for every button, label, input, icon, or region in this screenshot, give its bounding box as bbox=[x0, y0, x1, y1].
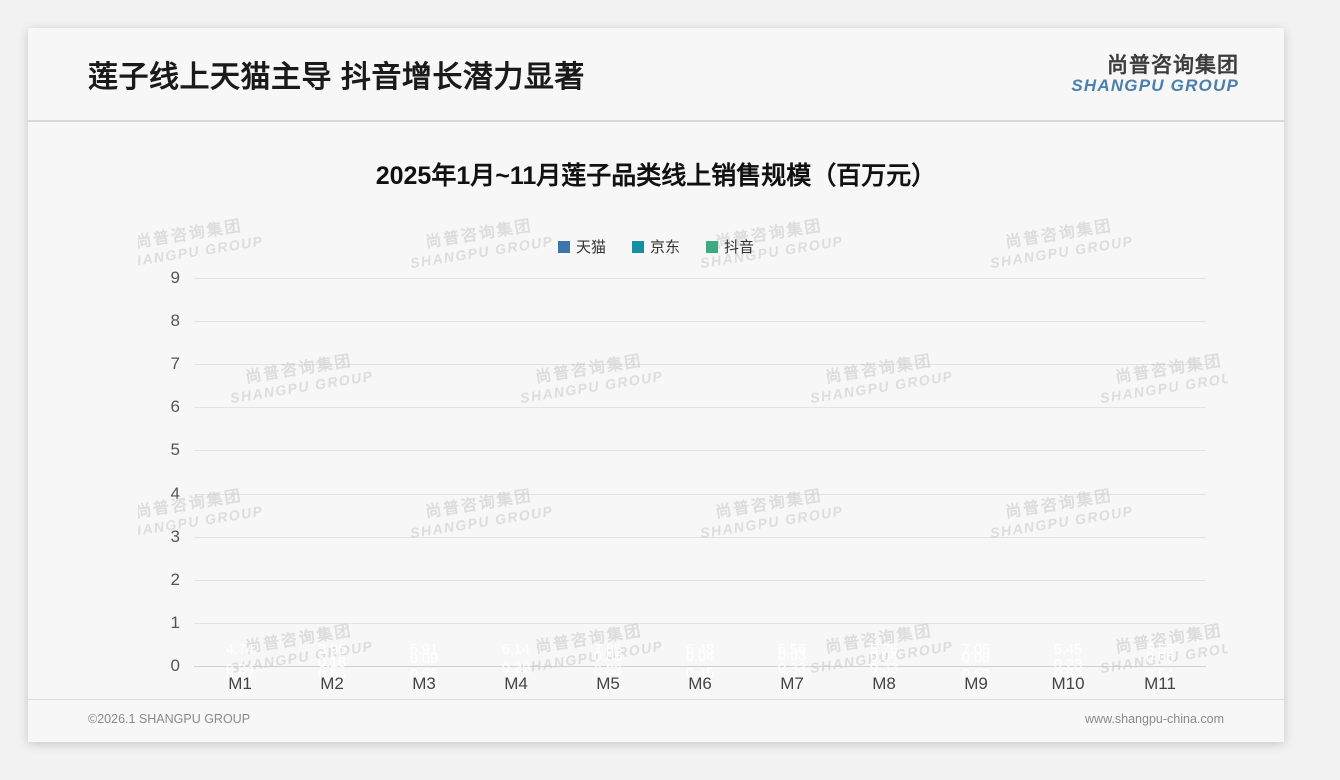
gridline bbox=[194, 493, 1206, 495]
gridline bbox=[194, 666, 1206, 667]
gridline bbox=[194, 321, 1206, 323]
slide-header: 莲子线上天猫主导 抖音增长潜力显著 尚普咨询集团 SHANGPU GROUP bbox=[28, 28, 1284, 122]
bar-value-label: 5.75 bbox=[869, 642, 899, 658]
x-axis-tick-label: M11 bbox=[1144, 674, 1176, 693]
bar-value-label: 5.55 bbox=[1145, 642, 1175, 658]
bar-value-label: 0.23 bbox=[1053, 656, 1083, 673]
y-axis-tick-label: 7 bbox=[170, 354, 180, 374]
bar-value-label: 6.56 bbox=[777, 642, 807, 658]
y-axis-tick-label: 0 bbox=[170, 656, 180, 675]
x-axis-tick-label: M4 bbox=[504, 674, 528, 693]
bar-value-label: 0.18 bbox=[317, 654, 347, 671]
bar-value-label: 0.05 bbox=[593, 649, 623, 666]
bar-value-label: 0.04 bbox=[869, 648, 899, 665]
legend-swatch-icon bbox=[706, 240, 718, 253]
bar-value-label: 0.08 bbox=[961, 650, 991, 667]
bar-value-label: 0.04 bbox=[685, 648, 715, 665]
bar-value-label: 6.91 bbox=[409, 642, 439, 658]
y-axis-tick-label: 5 bbox=[170, 440, 180, 460]
bar-column-m10[interactable]: 0.23 0.62 5.45 M10 bbox=[1022, 278, 1114, 693]
y-axis-tick-label: 1 bbox=[170, 612, 180, 632]
gridline bbox=[194, 622, 1206, 624]
bar-value-label: 0.09 bbox=[409, 650, 439, 667]
chart-legend: 天猫 京东 抖音 bbox=[28, 236, 1284, 257]
x-axis-tick-label: M9 bbox=[964, 674, 988, 693]
bar-series-container: 0.57 0.34 4.74 M1 0.56 0.18 3.96 M2 0.09 0.56 6.91… bbox=[194, 278, 1206, 693]
bar-column-m4[interactable]: 0.29 0.32 6.14 M4 bbox=[470, 278, 562, 693]
x-axis-tick-label: M6 bbox=[688, 674, 712, 693]
bar-value-label: 4.74 bbox=[225, 642, 255, 658]
bar-column-m8[interactable]: 0.04 0.33 5.75 M8 bbox=[838, 278, 930, 693]
page-title: 莲子线上天猫主导 抖音增长潜力显著 bbox=[88, 61, 585, 94]
x-axis-tick-label: M7 bbox=[780, 674, 804, 693]
x-axis-tick-label: M8 bbox=[872, 674, 896, 693]
y-axis-tick-label: 8 bbox=[170, 311, 180, 331]
y-axis-tick-label: 2 bbox=[170, 569, 180, 589]
bar-value-label: 5.45 bbox=[1053, 642, 1083, 658]
legend-label: 抖音 bbox=[724, 239, 755, 256]
legend-swatch-icon bbox=[557, 240, 570, 253]
gridline bbox=[194, 579, 1206, 581]
bar-value-label: 6.48 bbox=[685, 642, 715, 658]
bar-column-m1[interactable]: 0.57 0.34 4.74 M1 bbox=[194, 278, 286, 693]
gridline bbox=[194, 278, 1206, 279]
bar-value-label: 7.85 bbox=[593, 642, 623, 658]
legend-item-0[interactable]: 天猫 bbox=[557, 236, 606, 257]
legend-label: 天猫 bbox=[575, 239, 606, 256]
bar-value-label: 7.05 bbox=[961, 642, 991, 658]
logo-english-text: SHANGPU GROUP bbox=[1071, 76, 1239, 96]
slide: 莲子线上天猫主导 抖音增长潜力显著 尚普咨询集团 SHANGPU GROUP 2… bbox=[28, 28, 1284, 742]
bar-column-m2[interactable]: 0.56 0.18 3.96 M2 bbox=[286, 278, 378, 693]
bar-column-m5[interactable]: 0.05 0.38 7.85 M5 bbox=[562, 278, 654, 693]
bar-column-m9[interactable]: 0.08 0.59 7.05 M9 bbox=[930, 278, 1022, 693]
gridline bbox=[194, 407, 1206, 409]
gridline bbox=[194, 364, 1206, 366]
bar-value-label: 0.06 bbox=[1145, 649, 1175, 666]
y-axis-tick-label: 9 bbox=[170, 268, 180, 287]
bar-value-label: 6.14 bbox=[501, 642, 531, 658]
legend-item-2[interactable]: 抖音 bbox=[706, 236, 754, 257]
legend-swatch-icon bbox=[631, 240, 644, 253]
x-axis-tick-label: M1 bbox=[228, 674, 252, 693]
copyright-text: ©2026.1 SHANGPU GROUP bbox=[88, 712, 251, 726]
legend-label: 京东 bbox=[649, 239, 680, 256]
bar-value-label: 3.96 bbox=[317, 642, 347, 658]
bar-column-m11[interactable]: 0.06 0.54 5.55 M11 bbox=[1114, 278, 1206, 693]
x-axis-tick-label: M5 bbox=[596, 674, 620, 693]
x-axis-tick-label: M10 bbox=[1051, 674, 1085, 693]
slide-footer: ©2026.1 SHANGPU GROUP www.shangpu-china.… bbox=[28, 699, 1284, 742]
logo-chinese-text: 尚普咨询集团 bbox=[1107, 54, 1239, 77]
bar-value-label: 0.03 bbox=[777, 648, 807, 665]
x-axis-tick-label: M3 bbox=[412, 674, 436, 693]
gridline bbox=[194, 536, 1206, 538]
y-axis-tick-label: 6 bbox=[170, 397, 180, 417]
y-axis-tick-label: 3 bbox=[170, 526, 180, 546]
x-axis-tick-label: M2 bbox=[320, 674, 344, 693]
legend-item-1[interactable]: 京东 bbox=[631, 236, 680, 257]
bar-column-m3[interactable]: 0.09 0.56 6.91 M3 bbox=[378, 278, 470, 693]
website-text: www.shangpu-china.com bbox=[1085, 712, 1224, 726]
y-axis-tick-label: 4 bbox=[170, 483, 180, 503]
bar-column-m6[interactable]: 0.04 0.45 6.48 M6 bbox=[654, 278, 746, 693]
gridline bbox=[194, 450, 1206, 452]
chart-title: 2025年1月~11月莲子品类线上销售规模（百万元） bbox=[375, 162, 937, 190]
company-logo: 尚普咨询集团 SHANGPU GROUP bbox=[1071, 54, 1239, 96]
bar-column-m7[interactable]: 0.03 0.33 6.56 M7 bbox=[746, 278, 838, 693]
